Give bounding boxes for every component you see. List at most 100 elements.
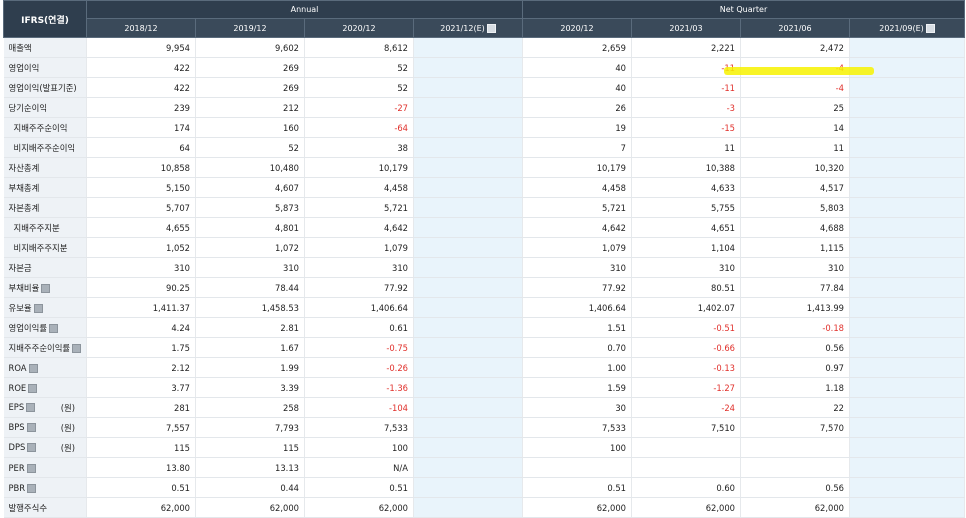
value-cell: 239 xyxy=(86,97,196,118)
value-cell: 0.51 xyxy=(86,477,196,498)
table-row: 자본금 310 310 310 310 310 310 xyxy=(3,257,965,278)
info-icon[interactable] xyxy=(27,442,37,452)
info-icon[interactable] xyxy=(72,343,82,353)
info-icon[interactable] xyxy=(33,303,43,313)
value-cell xyxy=(413,397,523,418)
value-cell: 3.39 xyxy=(195,377,305,398)
row-label-cell: 비지배주주지분 xyxy=(3,237,87,258)
value-cell xyxy=(849,57,965,78)
row-label-cell: 유보율 xyxy=(3,297,87,318)
value-cell xyxy=(849,157,965,178)
value-cell: -24 xyxy=(631,397,741,418)
value-cell xyxy=(849,397,965,418)
estimate-info-icon[interactable] xyxy=(925,23,935,33)
row-label-cell: 매출액 xyxy=(3,37,87,58)
table-row: 부채비율 90.25 78.44 77.92 77.92 80.51 77.84 xyxy=(3,277,965,298)
value-cell xyxy=(631,437,741,458)
info-icon[interactable] xyxy=(41,283,51,293)
column-header-label: 2021/03 xyxy=(669,23,703,33)
value-cell: 30 xyxy=(522,397,632,418)
info-icon[interactable] xyxy=(49,323,59,333)
value-cell: 9,954 xyxy=(86,37,196,58)
value-cell: 100 xyxy=(304,437,414,458)
value-cell: 2.12 xyxy=(86,357,196,378)
value-cell: 10,480 xyxy=(195,157,305,178)
info-icon[interactable] xyxy=(27,483,37,493)
value-cell: 4,642 xyxy=(304,217,414,238)
value-cell: 1,402.07 xyxy=(631,297,741,318)
row-label-cell: 영업이익률 xyxy=(3,317,87,338)
value-cell xyxy=(413,437,523,458)
row-label-cell: 지배주주지분 xyxy=(3,217,87,238)
table-row: 지배주주순이익 174 160 -64 19 -15 14 xyxy=(3,117,965,138)
column-header-label: 2021/06 xyxy=(778,23,812,33)
row-label-cell: DPS (원) xyxy=(3,437,87,458)
value-cell: 310 xyxy=(304,257,414,278)
value-cell xyxy=(631,457,741,478)
value-cell: 11 xyxy=(740,137,850,158)
value-cell: 310 xyxy=(522,257,632,278)
value-cell xyxy=(413,97,523,118)
value-cell: 0.56 xyxy=(740,337,850,358)
table-row: BPS (원) 7,557 7,793 7,533 7,533 7,510 7,570 xyxy=(3,417,965,438)
row-label-cell: 부채비율 xyxy=(3,277,87,298)
value-cell: -0.13 xyxy=(631,357,741,378)
value-cell: 115 xyxy=(195,437,305,458)
value-cell: 5,150 xyxy=(86,177,196,198)
table-row: PBR 0.51 0.44 0.51 0.51 0.60 0.56 xyxy=(3,477,965,498)
value-cell: 269 xyxy=(195,57,305,78)
value-cell: 77.92 xyxy=(304,277,414,298)
column-header-quarter-1: 2021/03 xyxy=(631,18,741,38)
table-row: 비지배주주순이익 64 52 38 7 11 11 xyxy=(3,137,965,158)
value-cell: 4.24 xyxy=(86,317,196,338)
info-icon[interactable] xyxy=(26,463,36,473)
row-label-cell: ROE xyxy=(3,377,87,398)
info-icon[interactable] xyxy=(26,402,36,412)
row-label-cell: 자산총계 xyxy=(3,157,87,178)
value-cell xyxy=(413,297,523,318)
value-cell: -1.36 xyxy=(304,377,414,398)
value-cell xyxy=(522,457,632,478)
value-cell: 269 xyxy=(195,77,305,98)
column-header-label: 2020/12 xyxy=(560,23,594,33)
value-cell: 64 xyxy=(86,137,196,158)
row-label: PBR xyxy=(8,482,26,493)
value-cell xyxy=(849,277,965,298)
value-cell: 7,793 xyxy=(195,417,305,438)
value-cell: 1,115 xyxy=(740,237,850,258)
info-icon[interactable] xyxy=(26,422,36,432)
value-cell xyxy=(413,357,523,378)
unit-label: (원) xyxy=(60,442,75,453)
value-cell: 5,721 xyxy=(522,197,632,218)
table-row: 부채총계 5,150 4,607 4,458 4,458 4,633 4,517 xyxy=(3,177,965,198)
value-cell: 0.51 xyxy=(522,477,632,498)
info-icon[interactable] xyxy=(28,383,38,393)
column-header-annual-1: 2019/12 xyxy=(195,18,305,38)
value-cell xyxy=(413,277,523,298)
value-cell xyxy=(413,417,523,438)
value-cell xyxy=(413,217,523,238)
value-cell: 4,458 xyxy=(304,177,414,198)
value-cell: 4,458 xyxy=(522,177,632,198)
row-label: 부채비율 xyxy=(8,282,40,293)
estimate-info-icon[interactable] xyxy=(486,23,496,33)
table-row: 영업이익(발표기준) 422 269 52 40 -11 -4 xyxy=(3,77,965,98)
value-cell: 1,079 xyxy=(522,237,632,258)
value-cell: 422 xyxy=(86,57,196,78)
row-label: 지배주주순이익률 xyxy=(8,342,71,353)
value-cell: 160 xyxy=(195,117,305,138)
value-cell xyxy=(849,417,965,438)
value-cell xyxy=(413,177,523,198)
table-row: ROE 3.77 3.39 -1.36 1.59 -1.27 1.18 xyxy=(3,377,965,398)
value-cell xyxy=(413,157,523,178)
info-icon[interactable] xyxy=(28,363,38,373)
value-cell: 10,858 xyxy=(86,157,196,178)
value-cell: 7,510 xyxy=(631,417,741,438)
quarter-group-header: Net Quarter xyxy=(522,0,965,19)
row-label-cell: BPS (원) xyxy=(3,417,87,438)
value-cell: 8,612 xyxy=(304,37,414,58)
row-label: 영업이익(발표기준) xyxy=(8,82,77,93)
value-cell xyxy=(849,37,965,58)
value-cell xyxy=(740,437,850,458)
value-cell: 7,570 xyxy=(740,417,850,438)
